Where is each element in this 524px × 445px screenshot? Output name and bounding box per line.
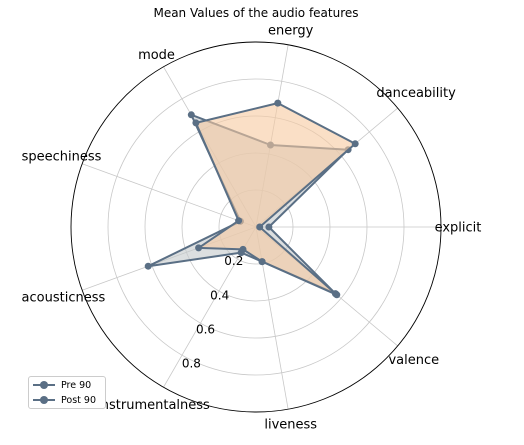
axis-label-mode: mode [138,48,175,63]
point-post-90-instrumentalness [239,245,247,253]
point-post-90-mode [192,119,200,127]
axis-label-explicit: explicit [435,221,482,236]
axis-label-speechiness: speechiness [22,150,102,165]
tick-label-0-4: 0.4 [210,288,229,302]
point-post-90-explicit [256,223,264,231]
point-post-90-energy [274,99,282,107]
axis-label-instrumentalness: instrumentalness [97,398,210,413]
legend-item-post-90: Post 90 [33,393,96,407]
series-post-90 [192,99,359,299]
legend-label-post-90: Post 90 [61,394,96,406]
axis-label-valence: valence [388,353,439,368]
legend-marker-pre-90 [33,380,55,390]
legend-marker-post-90 [33,395,55,405]
axis-label-acousticness: acousticness [22,291,106,306]
chart-title: Mean Values of the audio features [153,6,358,20]
point-post-90-liveness [258,258,266,266]
axis-label-danceability: danceability [376,86,456,101]
axis-label-liveness: liveness [264,418,317,433]
legend-item-pre-90: Pre 90 [33,378,91,392]
point-post-90-speechiness [235,217,243,225]
point-pre-90-explicit [265,223,273,231]
legend: Pre 90 Post 90 [28,376,106,409]
tick-label-0-6: 0.6 [196,323,215,337]
point-post-90-acousticness [195,244,203,252]
point-pre-90-mode [187,111,195,119]
point-post-90-valence [333,291,341,299]
legend-label-pre-90: Pre 90 [61,379,92,391]
series-line-post-90 [194,102,357,296]
radial-tick-labels: 0.2 0.4 0.6 0.8 [182,254,243,371]
series-layer [144,99,359,299]
tick-label-0-2: 0.2 [224,254,243,268]
spoke-speechiness [82,163,257,228]
tick-label-0-8: 0.8 [182,357,201,371]
series-fill-post-90 [195,103,356,295]
axis-labels: explicit danceability energy mode speechines… [22,24,482,433]
point-pre-90-acousticness [144,262,152,270]
outer-frame [70,41,442,413]
axis-label-energy: energy [268,24,314,39]
point-post-90-danceability [351,140,359,148]
